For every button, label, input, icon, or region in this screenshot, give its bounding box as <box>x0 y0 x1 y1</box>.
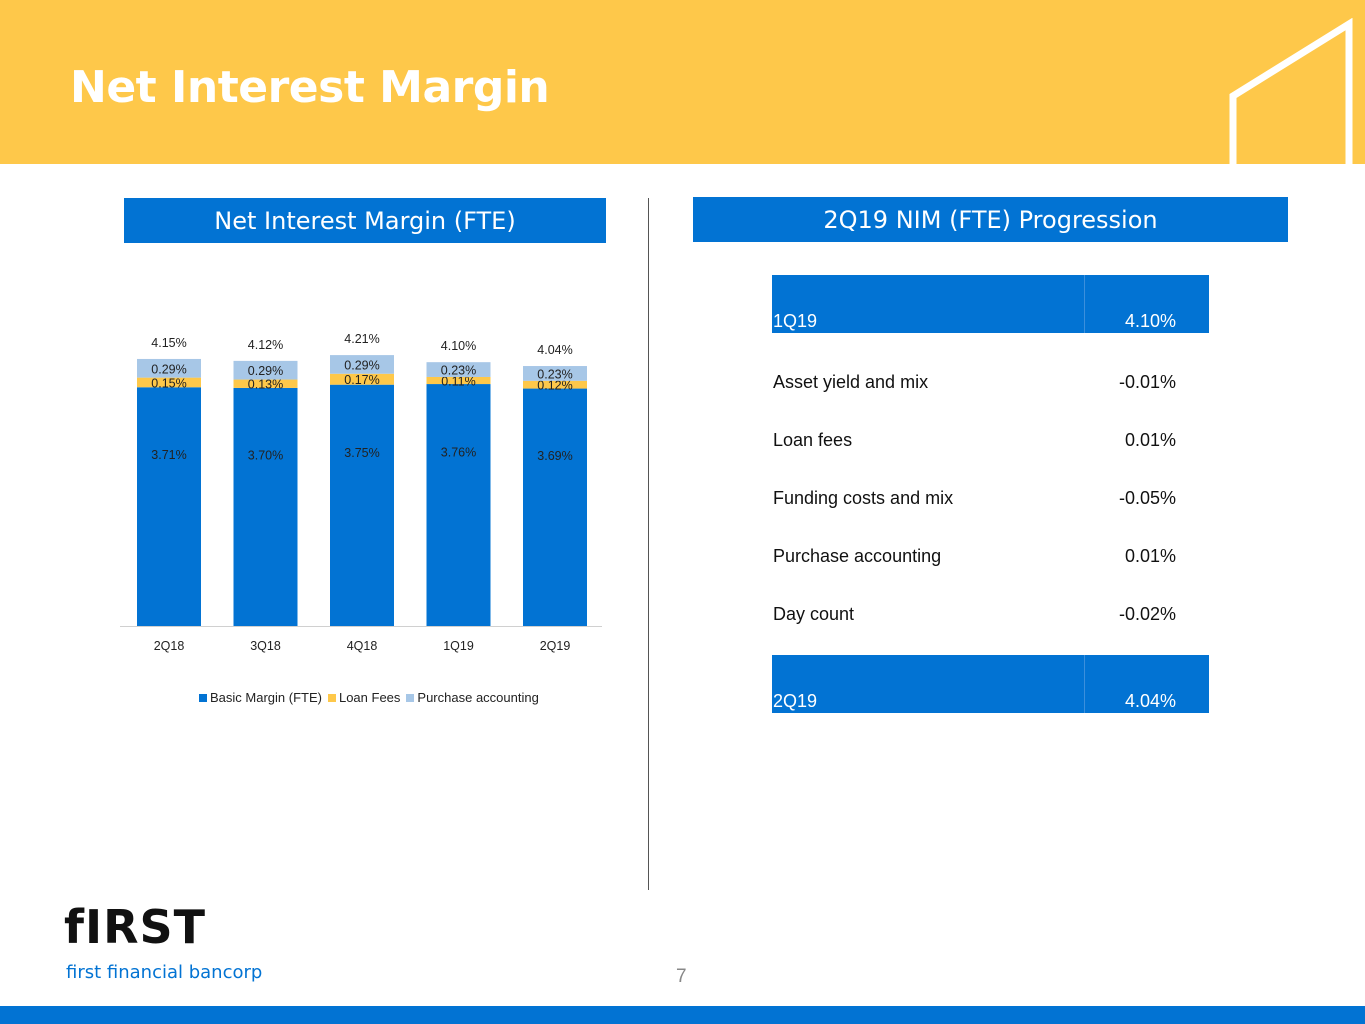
data-label-basic: 3.76% <box>441 446 476 460</box>
building-outline-icon <box>1229 18 1353 164</box>
data-label-purchase: 0.23% <box>537 367 572 381</box>
chart-panel-title: Net Interest Margin (FTE) <box>124 198 606 243</box>
progression-column-separator <box>1084 655 1085 713</box>
data-label-purchase: 0.29% <box>248 364 283 378</box>
bar-segment-loan-fees <box>523 380 587 389</box>
progression-item-label: Purchase accounting <box>773 546 942 566</box>
panel-divider <box>648 198 649 890</box>
bar-segment-basic <box>330 384 394 626</box>
bar-segment-loan-fees <box>426 376 491 385</box>
bar-segment-loan-fees <box>233 379 298 388</box>
bar-segment-purchase <box>137 358 201 378</box>
x-tick-label: 2Q18 <box>154 639 185 653</box>
data-label-purchase: 0.29% <box>151 362 186 376</box>
bar-segment-purchase <box>330 355 394 374</box>
x-tick-label: 4Q18 <box>347 639 378 653</box>
page-title: Net Interest Margin <box>70 62 550 113</box>
data-label-basic: 3.69% <box>537 449 572 463</box>
progression-start-value: 4.10% <box>1124 311 1176 331</box>
x-tick-label: 2Q19 <box>540 639 571 653</box>
x-tick-label: 1Q19 <box>443 639 474 653</box>
bar-segment-basic <box>233 387 298 626</box>
progression-panel-title: 2Q19 NIM (FTE) Progression <box>693 197 1288 242</box>
bar-segment-purchase <box>233 360 298 380</box>
progression-item-label: Day count <box>773 604 855 624</box>
footer-band <box>0 1006 1365 1024</box>
data-label-loan-fees: 0.12% <box>537 379 572 393</box>
total-label: 4.10% <box>441 339 476 353</box>
progression-end-row: 2Q19 4.04% <box>772 655 1209 713</box>
progression-row: Funding costs and mix -0.05% <box>772 487 1209 545</box>
progression-row: Purchase accounting 0.01% <box>772 545 1209 603</box>
legend-label-basic: Basic Margin (FTE) <box>210 690 322 705</box>
progression-start-row: 1Q19 4.10% <box>772 275 1209 333</box>
legend-swatch-purchase <box>406 693 415 702</box>
progression-item-label: Asset yield and mix <box>773 372 929 392</box>
data-label-basic: 3.71% <box>151 448 186 462</box>
bar-segment-loan-fees <box>330 373 394 385</box>
bar-segment-basic <box>523 388 587 626</box>
total-label: 4.15% <box>151 336 186 350</box>
progression-item-value: -0.01% <box>1118 372 1176 392</box>
progression-item-label: Funding costs and mix <box>773 488 954 508</box>
progression-end-label: 2Q19 <box>773 691 818 711</box>
company-logo-wordmark: fIRST <box>64 900 207 954</box>
page-number: 7 <box>676 966 687 987</box>
data-label-loan-fees: 0.11% <box>441 375 476 389</box>
progression-end-value: 4.04% <box>1124 691 1176 711</box>
legend-item-purchase: Purchase accounting <box>406 690 539 705</box>
bar-segment-purchase <box>523 366 587 381</box>
nim-stacked-bar-chart: 3.71%0.15%0.29%4.15%2Q183.70%0.13%0.29%4… <box>120 332 602 653</box>
progression-start-label: 1Q19 <box>773 311 818 331</box>
data-label-loan-fees: 0.15% <box>151 376 186 390</box>
progression-item-value: -0.05% <box>1118 488 1176 508</box>
progression-row: Loan fees 0.01% <box>772 429 1209 487</box>
legend-item-basic: Basic Margin (FTE) <box>199 690 322 705</box>
progression-item-label: Loan fees <box>773 430 853 450</box>
company-logo-subtitle: first financial bancorp <box>66 962 263 983</box>
data-label-loan-fees: 0.17% <box>344 373 379 387</box>
x-tick-label: 3Q18 <box>250 639 281 653</box>
progression-column-separator <box>1084 275 1085 333</box>
legend-swatch-basic <box>199 693 207 702</box>
total-label: 4.04% <box>537 343 572 357</box>
bar-segment-loan-fees <box>137 377 201 388</box>
bar-segment-basic <box>426 384 491 626</box>
legend-label-loan-fees: Loan Fees <box>338 690 401 705</box>
nim-progression-table: 1Q19 4.10% Asset yield and mix -0.01% Lo… <box>772 275 1209 713</box>
progression-row: Asset yield and mix -0.01% <box>772 371 1209 429</box>
data-label-basic: 3.75% <box>344 446 379 460</box>
bar-segment-basic <box>137 387 201 626</box>
total-label: 4.12% <box>248 338 283 352</box>
data-label-purchase: 0.23% <box>441 364 476 378</box>
legend-label-purchase: Purchase accounting <box>417 690 539 705</box>
data-label-basic: 3.70% <box>248 448 283 462</box>
data-label-loan-fees: 0.13% <box>248 378 283 392</box>
progression-item-value: 0.01% <box>1124 430 1176 450</box>
legend-item-loan-fees: Loan Fees <box>327 690 401 705</box>
progression-row: Day count -0.02% <box>772 603 1209 661</box>
header-band <box>0 0 1365 164</box>
progression-item-value: 0.01% <box>1124 546 1176 566</box>
total-label: 4.21% <box>344 332 379 346</box>
progression-item-value: -0.02% <box>1118 604 1176 624</box>
bar-segment-purchase <box>426 362 491 377</box>
chart-legend: Basic Margin (FTE) Loan Fees Purchase ac… <box>199 690 539 705</box>
legend-swatch-loan-fees <box>327 693 336 702</box>
data-label-purchase: 0.29% <box>344 358 379 372</box>
